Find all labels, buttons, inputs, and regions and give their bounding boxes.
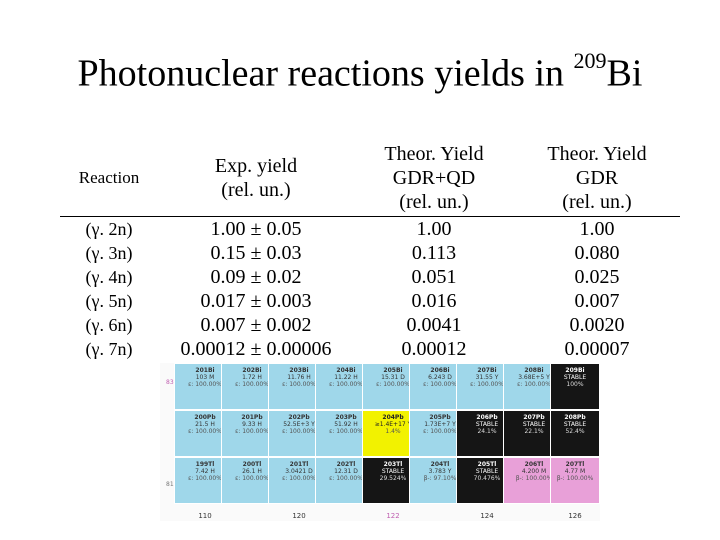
- exp-yield-cell: 1.00 ± 0.05: [210, 218, 302, 240]
- theor-gdr-qd-cell: 0.016: [411, 290, 457, 312]
- theor-gdr-qd-cell: 0.0041: [406, 314, 462, 336]
- mass-number-superscript: 209: [573, 48, 607, 73]
- theor-gdr-qd-cell: 0.051: [411, 266, 457, 288]
- reaction-cell: (γ. 7n): [85, 339, 133, 359]
- theor-gdr-cell: 0.00007: [564, 338, 630, 360]
- z-label: 81: [166, 481, 174, 488]
- theor-gdr-cell: 0.007: [574, 290, 620, 312]
- table-body-row: (γ. 2n) (γ. 3n) (γ. 4n) (γ. 5n) (γ. 6n) …: [60, 216, 680, 361]
- slide-title: Photonuclear reactions yields in 209Bi: [77, 48, 643, 95]
- theor-gdr-column: 1.00 0.080 0.025 0.007 0.0020 0.00007: [514, 216, 680, 361]
- exp-yield-cell: 0.007 ± 0.002: [200, 314, 312, 336]
- theor-gdr-qd-cell: 0.00012: [401, 338, 467, 360]
- exp-yield-cell: 0.09 ± 0.02: [210, 266, 302, 288]
- header-reaction: Reaction: [78, 168, 140, 187]
- reaction-cell: (γ. 2n): [85, 219, 133, 239]
- nuclide-cell: 208Pb STABLE 52.4%: [550, 410, 600, 457]
- yields-table: Reaction Exp. yield (rel. un.) Theor. Yie…: [60, 140, 680, 361]
- theor-gdr-cell: 0.025: [574, 266, 620, 288]
- reaction-column: (γ. 2n) (γ. 3n) (γ. 4n) (γ. 5n) (γ. 6n) …: [60, 216, 158, 361]
- reaction-cell: (γ. 3n): [85, 243, 133, 263]
- theor-gdr-cell: 1.00: [579, 218, 615, 240]
- header-theor-gdr: Theor. Yield GDR (rel. un.): [547, 143, 647, 213]
- reaction-cell: (γ. 5n): [85, 291, 133, 311]
- theor-gdr-cell: 0.080: [574, 242, 620, 264]
- n-label: 122: [386, 512, 400, 520]
- n-label: 110: [198, 512, 212, 520]
- nuclide-cell: 209Bi STABLE 100%: [550, 363, 600, 410]
- header-theor-gdr-qd: Theor. Yield GDR+QD (rel. un.): [384, 143, 484, 213]
- n-label: 120: [292, 512, 306, 520]
- exp-yield-cell: 0.15 ± 0.03: [210, 242, 302, 264]
- exp-yield-cell: 0.00012 ± 0.00006: [180, 338, 332, 360]
- n-label: 126: [568, 512, 582, 520]
- header-exp-yield: Exp. yield (rel. un.): [214, 155, 298, 201]
- theor-gdr-qd-cell: 0.113: [411, 242, 457, 264]
- theor-gdr-qd-cell: 1.00: [416, 218, 452, 240]
- theor-gdr-qd-column: 1.00 0.113 0.051 0.016 0.0041 0.00012: [354, 216, 514, 361]
- theor-gdr-cell: 0.0020: [569, 314, 625, 336]
- exp-yield-cell: 0.017 ± 0.003: [200, 290, 312, 312]
- table-header-row: Reaction Exp. yield (rel. un.) Theor. Yie…: [60, 140, 680, 217]
- z-label: 83: [166, 379, 174, 386]
- n-label: 124: [480, 512, 494, 520]
- reaction-cell: (γ. 4n): [85, 267, 133, 287]
- exp-yield-column: 1.00 ± 0.05 0.15 ± 0.03 0.09 ± 0.02 0.01…: [158, 216, 354, 361]
- reaction-cell: (γ. 6n): [85, 315, 133, 335]
